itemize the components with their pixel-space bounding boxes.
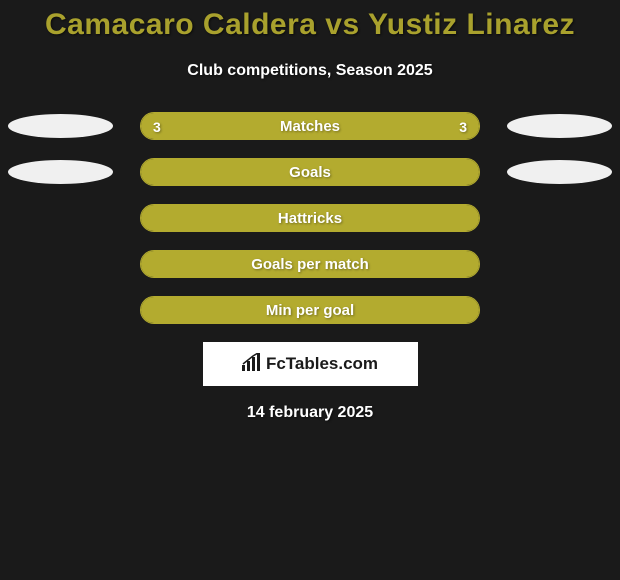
- stat-bar-track: Hattricks: [140, 204, 480, 232]
- stat-bar-fill-right: [310, 297, 479, 323]
- stat-bar-fill-right: [310, 113, 479, 139]
- player-avatar-left: [8, 160, 113, 184]
- stat-bar-fill-left: [141, 159, 310, 185]
- comparison-rows: Matches33 Goals Hattricks Goals per match Mi…: [0, 112, 620, 324]
- stat-bar-fill-left: [141, 113, 310, 139]
- stat-bar-track: Goals per match: [140, 250, 480, 278]
- stat-bar-fill-right: [310, 205, 479, 231]
- stat-bar-track: Matches33: [140, 112, 480, 140]
- stat-bar-track: Min per goal: [140, 296, 480, 324]
- date-label: 14 february 2025: [0, 404, 620, 422]
- comparison-infographic: Camacaro Caldera vs Yustiz Linarez Club …: [0, 0, 620, 422]
- stat-bar-fill-right: [310, 159, 479, 185]
- branding-icon: [242, 353, 262, 376]
- stat-bar-fill-right: [310, 251, 479, 277]
- comparison-row: Goals: [0, 158, 620, 186]
- comparison-row: Hattricks: [0, 204, 620, 232]
- branding-label: FcTables.com: [266, 354, 378, 374]
- player-avatar-left: [8, 114, 113, 138]
- stat-bar-fill-left: [141, 251, 310, 277]
- stat-bar-fill-left: [141, 205, 310, 231]
- player-avatar-right: [507, 160, 612, 184]
- comparison-row: Min per goal: [0, 296, 620, 324]
- page-title: Camacaro Caldera vs Yustiz Linarez: [0, 8, 620, 42]
- player-avatar-right: [507, 114, 612, 138]
- stat-bar-fill-left: [141, 297, 310, 323]
- comparison-row: Matches33: [0, 112, 620, 140]
- subtitle: Club competitions, Season 2025: [0, 62, 620, 80]
- stat-bar-track: Goals: [140, 158, 480, 186]
- comparison-row: Goals per match: [0, 250, 620, 278]
- branding-box: FcTables.com: [203, 342, 418, 386]
